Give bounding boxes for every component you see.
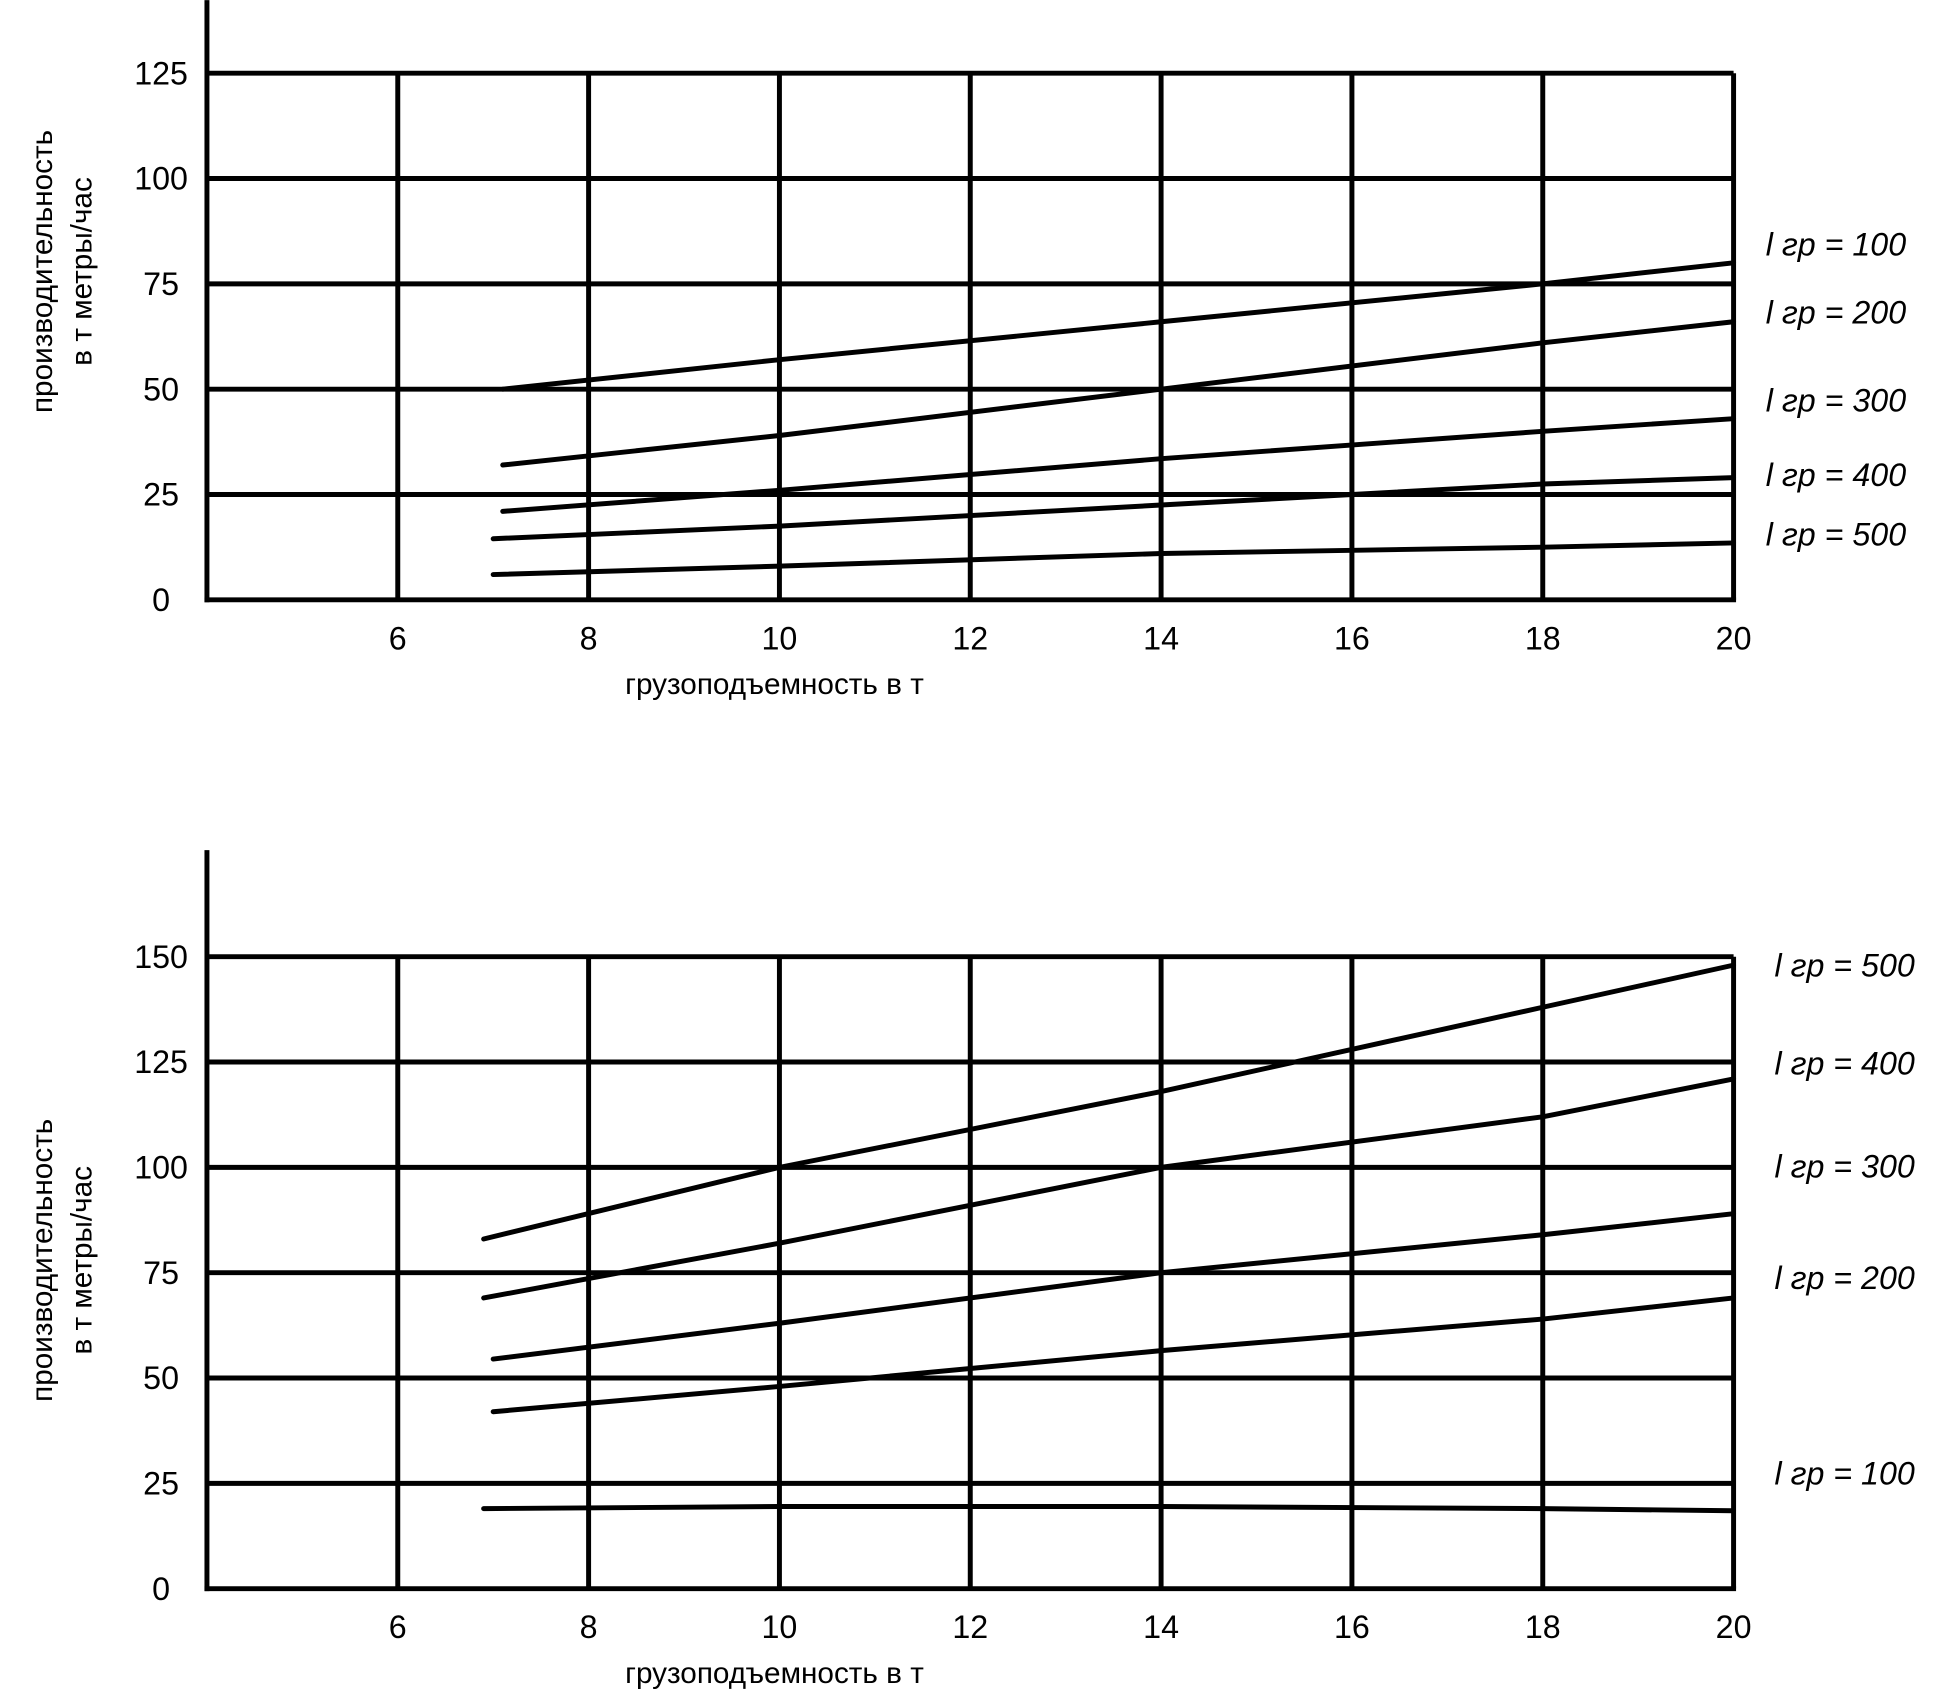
- series-line: [481, 1076, 1737, 1301]
- x-tick-label: 8: [580, 1609, 598, 1645]
- series-label: l гр = 300: [1766, 382, 1906, 418]
- y-tick-label: 100: [134, 1150, 188, 1186]
- x-tick-label: 18: [1525, 1609, 1561, 1645]
- x-tick-label: 12: [952, 620, 988, 656]
- series-label: l гр = 200: [1766, 294, 1906, 330]
- x-tick-label: 14: [1143, 1609, 1179, 1645]
- x-tick-label: 10: [762, 620, 798, 656]
- series-label: l гр = 400: [1766, 457, 1906, 493]
- series-label: l гр = 300: [1774, 1148, 1914, 1184]
- x-tick-label: 16: [1334, 620, 1370, 656]
- y-tick-label: 50: [143, 371, 179, 407]
- series-label: l гр = 500: [1774, 948, 1914, 984]
- y-tick-label: 150: [134, 939, 188, 975]
- y-axis-label-line1: производительность: [26, 1119, 59, 1402]
- y-axis-label-line2: в т метры/час: [66, 177, 99, 366]
- y-tick-label: 125: [134, 1044, 188, 1080]
- y-tick-label: 50: [143, 1360, 179, 1396]
- series-line: [500, 416, 1737, 514]
- series-label: l гр = 100: [1774, 1456, 1914, 1492]
- chart-1: 0 25 50 75 100 125 6 8 10 12 14 16 18 20 грузоподъемно…: [26, 0, 1906, 701]
- y-tick-label: 100: [134, 161, 188, 197]
- x-tick-label: 12: [952, 1609, 988, 1645]
- x-tick-label: 20: [1716, 620, 1752, 656]
- y-tick-label: 125: [134, 55, 188, 91]
- series-line: [490, 540, 1737, 578]
- series-line: [481, 1504, 1737, 1514]
- series-line: [481, 962, 1737, 1242]
- y-tick-label: 75: [143, 1255, 179, 1291]
- y-tick-label: 0: [152, 1571, 170, 1607]
- series-label: l гр = 200: [1774, 1260, 1914, 1296]
- y-axis-label-line2: в т метры/час: [66, 1166, 99, 1355]
- x-tick-label: 18: [1525, 620, 1561, 656]
- y-tick-label: 75: [143, 266, 179, 302]
- y-tick-label: 0: [152, 582, 170, 618]
- x-tick-label: 16: [1334, 1609, 1370, 1645]
- series-label: l гр = 100: [1766, 226, 1906, 262]
- series-line: [500, 319, 1737, 468]
- x-tick-label: 20: [1716, 1609, 1752, 1645]
- series-line: [500, 260, 1737, 392]
- chart-2: 0 25 50 75 100 125 150 6 8 10 12 14 16 18 20 грузоподъе…: [26, 850, 1915, 1690]
- series-line: [490, 1211, 1737, 1362]
- y-tick-label: 25: [143, 1466, 179, 1502]
- y-axis-label-line1: производительность: [26, 130, 59, 413]
- x-tick-label: 8: [580, 620, 598, 656]
- y-tick-label: 25: [143, 477, 179, 513]
- x-tick-label: 14: [1143, 620, 1179, 656]
- series-label: l гр = 500: [1766, 516, 1906, 552]
- x-axis-label: грузоподъемность в т: [625, 1657, 924, 1690]
- x-tick-label: 6: [389, 620, 407, 656]
- series-label: l гр = 400: [1774, 1045, 1914, 1081]
- x-tick-label: 10: [762, 1609, 798, 1645]
- x-axis-label: грузоподъемность в т: [625, 668, 924, 701]
- series-line: [490, 475, 1737, 542]
- series-line: [490, 1295, 1737, 1415]
- x-tick-label: 6: [389, 1609, 407, 1645]
